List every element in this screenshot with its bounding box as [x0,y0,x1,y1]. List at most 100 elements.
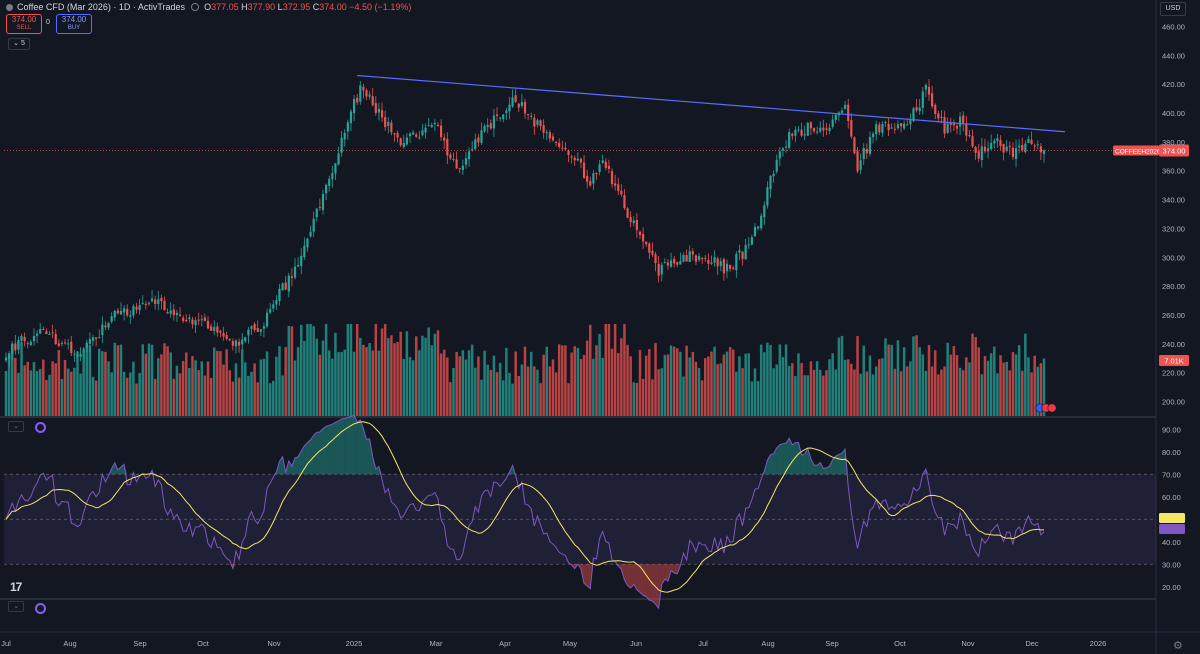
candle-body [663,262,666,264]
candle-body [328,178,331,186]
volume-bar [365,347,368,416]
volume-bar [738,356,741,416]
rsi-overbought-fill [770,453,774,475]
rsi-overbought-fill [838,453,842,475]
volume-bar [949,354,953,416]
candle-body [8,353,11,359]
indicators-toggle-button[interactable]: ⌄ 5 [8,38,30,50]
candle-body [269,309,272,313]
volume-bar [573,346,576,416]
volume-bar [1008,370,1012,416]
volume-bar [474,367,477,416]
candle-body [1008,145,1011,147]
volume-bar [160,354,163,416]
volume-bar [980,374,984,416]
volume-bar [517,375,521,416]
volume-bar [728,347,732,416]
volume-bar [1017,345,1021,416]
candle-body [890,127,893,129]
time-tick-label: Oct [197,639,210,648]
candle-body [101,324,104,336]
candle-body [73,353,76,355]
candle-body [673,258,676,264]
rsi-overbought-fill [845,449,849,475]
symbol-price-tag-label: COFFEEH2026 [1115,149,1161,156]
volume-bar [7,354,11,416]
volume-bar [287,325,291,416]
time-tick-label: Sep [825,639,838,648]
volume-bar [237,377,241,416]
candle-body [710,262,713,264]
volume-bar [14,357,17,416]
time-tick-label: 2026 [1090,639,1107,648]
rsi-overbought-fill [786,438,790,475]
volume-bar [937,374,940,416]
rsi-overbought-fill [335,420,339,475]
symbol-title[interactable]: Coffee CFD (Mar 2026) · 1D · ActivTrades [17,2,186,12]
rsi-overbought-fill [291,457,296,475]
candle-body [343,132,346,140]
rsi-overbought-fill [823,467,827,475]
rsi-settings-icon[interactable] [35,422,46,433]
volume-bar [741,368,744,416]
candle-body [349,111,353,124]
candle-body [492,115,496,129]
volume-bar [1036,366,1040,416]
chart-settings-icon[interactable]: ⚙ [1173,640,1183,652]
currency-button[interactable]: USD [1160,2,1186,16]
candle-body [29,341,32,346]
buy-button[interactable]: 374.00 BUY [56,14,92,34]
candle-body [579,158,583,163]
volume-bar [396,342,399,416]
candle-body [141,302,144,304]
candle-body [169,310,172,314]
volume-bar [430,345,434,416]
volume-bar [946,342,949,416]
volume-bar [772,368,775,416]
candle-body [467,151,471,160]
volume-bar [551,359,555,416]
volume-bar [993,346,996,416]
volume-bar [635,383,639,416]
candle-body [1011,147,1015,158]
candle-body [828,127,831,131]
candle-body [617,184,620,191]
price-tick-label: 300.00 [1162,253,1185,262]
rsi-overbought-fill [795,442,799,475]
volume-bar [744,353,747,416]
candle-body [697,256,701,261]
candle-body [654,254,657,264]
rsi-oversold-fill [643,564,647,597]
pane-collapse-button[interactable]: ⌄ [8,601,24,612]
volume-bar [769,344,772,416]
volume-bar [763,352,766,416]
rsi-collapse-button[interactable]: ⌄ [8,421,24,432]
volume-bar [402,359,406,416]
candle-body [921,91,924,108]
volume-bar [1030,372,1033,416]
volume-bar [240,349,244,416]
candle-body [570,156,573,158]
volume-bar [561,345,564,416]
volume-bar [458,356,461,416]
volume-bar [722,354,726,416]
volume-bar [166,346,169,416]
candle-body [722,259,725,274]
candle-body [840,110,844,113]
volume-bar [250,371,253,416]
volume-bar [203,375,207,416]
candle-body [191,319,194,325]
candle-body [154,299,157,305]
price-tick-label: 360.00 [1162,167,1185,176]
candle-body [20,335,23,341]
candle-body [912,108,915,121]
pane-settings-icon[interactable] [35,603,46,614]
volume-bar [831,353,834,416]
candle-body [962,115,965,123]
rsi-oversold-fill [630,564,634,588]
candle-body [216,326,219,333]
sell-button[interactable]: 374.00 SELL [6,14,42,34]
volume-bar [818,369,822,416]
time-tick-label: Jun [630,639,642,648]
